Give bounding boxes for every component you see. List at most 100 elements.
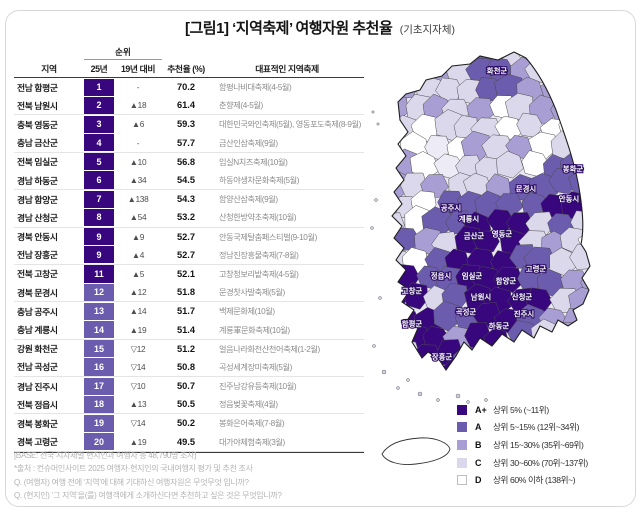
card-border [5, 10, 636, 507]
small-island [378, 296, 382, 300]
district-cell [603, 346, 630, 370]
legend-label: 상위 30~60% (70위~137위) [493, 457, 588, 468]
district-cell [413, 52, 443, 61]
district-cell [623, 454, 639, 472]
title-sub: (기초지자체) [399, 24, 455, 36]
region-name: 전남 곡성군 [17, 362, 58, 373]
rank-change: ▲19 [129, 324, 147, 335]
map-region-label: 진주시 [514, 310, 534, 319]
district-cell [472, 301, 501, 328]
col-header-region: 지역 [41, 64, 57, 74]
table-row: 전남 장흥군 9 ▲4 52.7 정남진장흥물축제(7-8월) [14, 246, 364, 265]
recommendation-rate: 49.5 [176, 436, 196, 447]
region-name: 경남 진주시 [17, 381, 58, 392]
jeju-island [381, 437, 451, 465]
small-island [376, 122, 380, 126]
district-cell [398, 360, 427, 370]
table-header-row: 지역 25년 19년 대비 추천율 (%) 대표적인 지역축제 [14, 60, 364, 78]
table-row: 경북 안동시 9 ▲9 52.7 안동국제탈춤페스티벌(9-10월) [14, 228, 364, 246]
recommendation-rate: 59.3 [176, 119, 196, 130]
table-row: 충남 금산군 4 - 57.7 금산인삼축제(9월) [14, 134, 364, 153]
ranking-table: 순위 지역 25년 19년 대비 추천율 (%) 대표적인 지역축제 전남 함평… [14, 46, 364, 453]
table-row: 전북 고창군 11 ▲5 52.1 고창청보리밭축제(4-5월) [14, 265, 364, 283]
festival-name: 곡성세계장미축제(5월) [219, 362, 292, 372]
table-row: 경남 산청군 8 ▲54 53.2 산청한방약초축제(10월) [14, 208, 364, 228]
district-cell [368, 80, 378, 105]
map-region-label: 남원시 [471, 293, 491, 302]
district-cell [368, 233, 377, 260]
recommendation-rate: 51.2 [176, 343, 196, 354]
region-name: 경북 봉화군 [17, 418, 58, 429]
rank-badge: 19 [84, 414, 114, 433]
recommendation-rate: 50.2 [176, 418, 196, 429]
district-cell [404, 57, 431, 81]
district-cell [585, 136, 590, 163]
district-cell [433, 52, 461, 66]
district-cell [601, 196, 628, 219]
rank-badge: 17 [84, 377, 114, 395]
region-name: 경북 고령군 [17, 437, 58, 448]
district-cell [604, 305, 631, 334]
legend-grade: A+ [475, 404, 487, 415]
rank-cell: 4 [84, 134, 114, 152]
legend-color-swatch [457, 475, 467, 486]
region-name: 전북 임실군 [17, 157, 58, 168]
district-cell [636, 399, 638, 422]
rank-badge: 11 [84, 265, 114, 283]
rank-change: ▲6 [131, 119, 145, 130]
region-name: 경남 함양군 [17, 194, 58, 205]
region-name: 경남 산청군 [17, 212, 58, 223]
footnote-question-local: Q. (현지인) ‘그 지역’을(를) 여행객에게 소개하신다면 추천하고 싶은… [14, 491, 282, 501]
legend-label: 상위 60% 이하 (138위~) [493, 475, 576, 486]
district-cell [550, 60, 578, 84]
col-header-vs19: 19년 대비 [120, 64, 156, 74]
recommendation-rate: 51.4 [176, 324, 196, 335]
map-region-label: 정읍시 [431, 272, 451, 281]
district-cell [593, 246, 618, 269]
district-cell [592, 174, 621, 198]
district-cell [588, 98, 590, 126]
region-name: 경북 문경시 [17, 287, 58, 298]
rank-change: ▲138 [127, 194, 149, 205]
footnote-source: *출처 : 컨슈머인사이트 2025 여행자·현지인의 국내여행지 평가 및 추… [14, 464, 253, 474]
district-cell [496, 150, 524, 179]
district-cell [425, 397, 452, 426]
rank-cell: 11 [84, 265, 114, 283]
district-cell [623, 302, 638, 327]
map-region-label: 공주시 [441, 204, 461, 213]
festival-name: 계룡軍문화축제(10월) [219, 325, 290, 335]
district-cell [368, 96, 388, 121]
rank-cell: 5 [84, 153, 114, 171]
district-cell [368, 116, 379, 139]
map-legend: A+ 상위 5% (~11위) A 상위 5~15% (12위~34위) B 상위 15~… [457, 401, 588, 489]
rank-badge: 4 [84, 134, 114, 152]
region-name: 경남 하동군 [17, 175, 58, 186]
district-cell [586, 458, 610, 472]
map-region-label: 곡성군 [456, 308, 477, 317]
district-cell [486, 208, 515, 232]
rank-cell: 16 [84, 358, 114, 376]
rank-change: ▽10 [130, 381, 146, 392]
rank-badge: 1 [84, 78, 114, 96]
district-cell [611, 133, 636, 161]
district-cell [565, 361, 590, 370]
district-cell [635, 435, 638, 460]
mainland-coastline [391, 51, 591, 371]
recommendation-rate: 50.8 [176, 361, 196, 372]
table-row: 전북 남원시 2 ▲18 61.4 춘향제(4-5월) [14, 96, 364, 116]
district-cell [368, 152, 381, 183]
district-cell [574, 133, 590, 161]
rank-change: ▽14 [130, 418, 146, 429]
region-name: 경북 안동시 [17, 232, 58, 243]
map-region-label: 계룡시 [459, 215, 479, 224]
district-cell [605, 115, 634, 139]
rank-cell: 19 [84, 414, 114, 433]
district-cell [506, 363, 535, 370]
rank-cell: 17 [84, 377, 114, 395]
table-row: 강원 화천군 15 ▽12 51.2 얼음나라화천산천어축제(1-2월) [14, 340, 364, 358]
legend-item: B 상위 15~30% (35위~69위) [457, 436, 588, 454]
small-island [466, 400, 470, 404]
table-body: 전남 함평군 1 - 70.2 함평나비대축제(4-5월) 전북 남원시 2 ▲18 61.4 춘… [14, 78, 364, 453]
legend-label: 상위 5~15% (12위~34위) [493, 422, 580, 433]
